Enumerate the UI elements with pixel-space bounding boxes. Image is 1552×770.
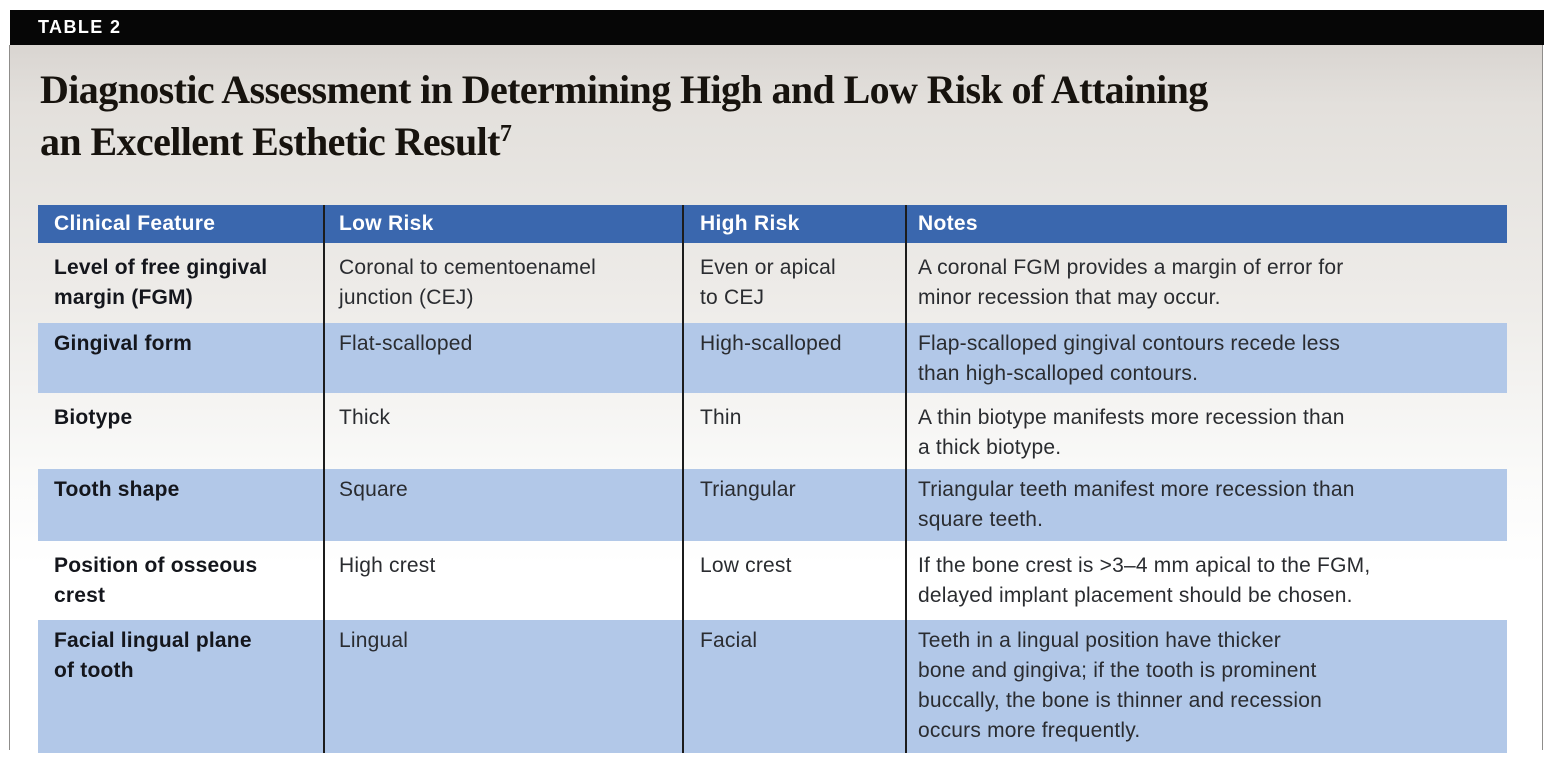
title-line-1: Diagnostic Assessment in Determining Hig… <box>40 67 1208 112</box>
cell-notes: If the bone crest is >3–4 mm apical to t… <box>918 554 1371 607</box>
table-number-label: TABLE 2 <box>38 17 122 37</box>
column-divider-line <box>323 205 325 753</box>
cell-notes: Triangular teeth manifest more recession… <box>918 478 1355 531</box>
column-divider-line <box>905 205 907 753</box>
cell-high-risk: High-scalloped <box>700 332 842 355</box>
table-title: Diagnostic Assessment in Determining Hig… <box>40 64 1208 168</box>
column-header-low-risk: Low Risk <box>339 212 434 235</box>
cell-low-risk: Flat-scalloped <box>339 332 473 355</box>
cell-feature: Tooth shape <box>54 478 180 501</box>
cell-notes: A coronal FGM provides a margin of error… <box>918 256 1344 309</box>
cell-low-risk: Lingual <box>339 629 409 652</box>
cell-feature: Gingival form <box>54 332 192 355</box>
cell-feature: Biotype <box>54 406 133 429</box>
table-row: Gingival form Flat-scalloped High-scallo… <box>38 323 1507 393</box>
cell-feature: Facial lingual plane of tooth <box>54 629 252 682</box>
table-row: Facial lingual plane of tooth Lingual Fa… <box>38 620 1507 753</box>
table-row: Tooth shape Square Triangular Triangular… <box>38 469 1507 541</box>
cell-low-risk: Thick <box>339 406 391 429</box>
cell-high-risk: Thin <box>700 406 742 429</box>
table-row: Position of osseous crest High crest Low… <box>38 545 1507 616</box>
title-line-2: an Excellent Esthetic Result <box>40 119 500 164</box>
column-header-notes: Notes <box>918 212 978 235</box>
risk-assessment-table: Clinical Feature Low Risk High Risk Note… <box>38 205 1507 753</box>
table-row: Biotype Thick Thin A thin biotype manife… <box>38 397 1507 465</box>
cell-low-risk: Coronal to cementoenamel junction (CEJ) <box>339 256 596 309</box>
cell-low-risk: Square <box>339 478 408 501</box>
cell-notes: A thin biotype manifests more recession … <box>918 406 1345 459</box>
cell-feature: Position of osseous crest <box>54 554 258 607</box>
cell-notes: Teeth in a lingual position have thicker… <box>918 629 1322 742</box>
column-divider-line <box>682 205 684 753</box>
column-header-clinical-feature: Clinical Feature <box>54 212 216 235</box>
cell-high-risk: Even or apical to CEJ <box>700 256 836 309</box>
cell-high-risk: Facial <box>700 629 758 652</box>
table-row: Level of free gingival margin (FGM) Coro… <box>38 247 1507 319</box>
cell-feature: Level of free gingival margin (FGM) <box>54 256 268 309</box>
cell-high-risk: Low crest <box>700 554 792 577</box>
table-header-row: Clinical Feature Low Risk High Risk Note… <box>38 205 1507 243</box>
cell-notes: Flap-scalloped gingival contours recede … <box>918 332 1341 385</box>
table-number-bar: TABLE 2 <box>10 10 1544 45</box>
column-header-high-risk: High Risk <box>700 212 800 235</box>
cell-high-risk: Triangular <box>700 478 796 501</box>
cell-low-risk: High crest <box>339 554 436 577</box>
title-reference-superscript: 7 <box>499 121 512 147</box>
